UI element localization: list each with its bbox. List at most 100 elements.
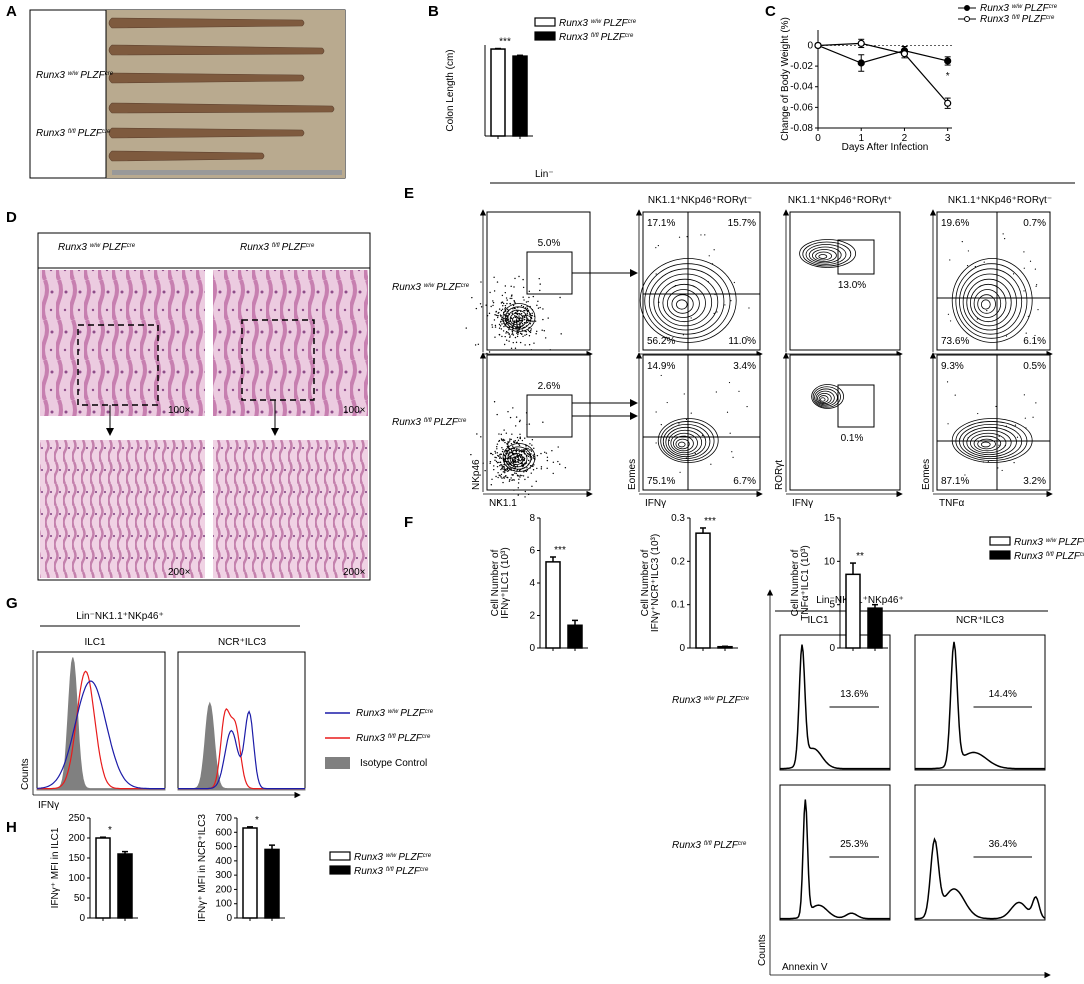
event-dot [505,332,507,334]
event-dot [500,473,503,476]
y-axis-label: TNFα⁺ILC1 (10³) [800,545,811,621]
event-dot [526,321,529,324]
event-dot [493,319,496,321]
event-dot [492,304,494,307]
bar [264,848,280,919]
event-dot [534,320,537,322]
legend-swatch [329,851,351,861]
event-dot [522,296,524,298]
y-axis-label: Cell Number of [490,549,501,616]
event-dot [700,234,702,236]
event-dot [1016,436,1019,438]
column-header: NCR⁺ILC3 [218,637,267,648]
event-dot [513,300,515,302]
genotype-part: Runx3 [356,708,385,719]
series-line [817,44,948,64]
event-dot [946,381,949,383]
genotype-part: PLZF [400,708,425,719]
event-dot [501,301,504,303]
event-dot [508,441,510,443]
contour [505,446,532,470]
event-dot [515,451,517,453]
event-dot [1029,260,1032,262]
event-dot [516,335,519,338]
event-dot [518,478,520,480]
contour [962,273,1017,331]
event-dot [516,474,519,476]
event-dot [704,234,706,236]
event-dot [510,443,513,445]
genotype-part: Runx3 [672,695,701,706]
event-dot [497,476,499,479]
event-dot [974,265,976,268]
event-dot [977,412,979,415]
gate-percent: 14.4% [989,689,1017,700]
panel-label: A [6,3,17,20]
event-dot [475,307,478,310]
event-dot [502,440,504,442]
event-dot [501,335,503,338]
genotype-part: fl/fl [1012,15,1020,21]
event-dot [512,479,514,481]
gate-percent: 5.0% [538,238,561,249]
event-dot [947,423,949,425]
event-dot [503,317,505,320]
event-dot [542,318,544,321]
event-dot [716,311,718,313]
genotype-part: PLZF [80,70,105,81]
genotype-part: Runx3 [980,3,1009,14]
event-dot [523,299,525,301]
y-tick-label: 0.1 [671,600,685,611]
event-dot [658,301,660,303]
event-dot [1037,309,1039,311]
event-dot [518,315,520,317]
event-dot [748,307,750,309]
genotype-part: fl/fl [388,734,396,740]
x-axis-label: IFNγ [792,498,813,509]
event-dot [508,340,510,342]
event-dot [505,450,507,453]
legend-marker [964,16,970,22]
event-dot [954,394,956,396]
event-dot [655,273,657,275]
contour [962,426,1017,458]
event-dot [997,467,999,469]
event-dot [509,438,511,440]
contour [502,443,536,472]
event-dot [537,307,540,309]
event-dot [523,471,525,473]
event-dot [506,321,509,324]
event-dot [668,439,670,441]
contour [817,392,832,405]
event-dot [986,309,988,312]
genotype-part: Runx3 [1014,551,1043,562]
event-dot [995,427,997,429]
legend-swatch [989,550,1011,560]
contour [660,421,715,461]
flow-plot [486,354,591,491]
event-dot [509,467,511,469]
event-dot [501,294,504,297]
event-dot [527,329,530,331]
event-dot [494,456,496,459]
event-dot [503,457,505,459]
event-dot [504,455,506,457]
column-header: ILC1 [84,637,106,648]
genotype-part: cre [102,129,111,135]
event-dot [1014,424,1017,426]
magnification: 100× [343,405,366,416]
contour [815,251,832,261]
event-dot [967,437,969,439]
contour [814,388,838,407]
annotation: * [946,71,950,82]
event-dot [503,477,505,479]
event-dot [509,440,511,442]
flow-plot [936,211,1051,351]
contour [812,249,837,262]
event-dot [714,293,716,296]
event-dot [502,302,505,305]
column-header: ILC1 [807,615,829,626]
